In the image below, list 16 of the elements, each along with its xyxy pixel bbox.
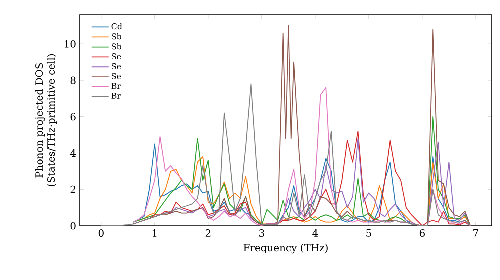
y-tick-label: 2 (70, 186, 76, 194)
x-tick-label: 1 (152, 230, 157, 237)
x-tick-label: 4 (312, 230, 318, 237)
x-tick-label: 7 (474, 230, 478, 237)
x-tick-label: 3 (260, 230, 264, 238)
y-tick-label: 8 (70, 76, 76, 84)
x-tick-label: 0 (98, 230, 104, 238)
y-tick-label: 6 (70, 113, 76, 121)
x-tick-label: 5 (366, 230, 372, 237)
y-axis-title: Phonon projected DOS (States/THz·primitive cell) (35, 54, 57, 186)
x-tick-label: 2 (206, 230, 211, 237)
x-tick-label: 6 (420, 230, 425, 238)
y-tick-label: 0 (70, 222, 76, 230)
x-axis-title: Frequency (THz) (244, 244, 328, 254)
y-tick-label: 10 (65, 40, 76, 48)
y-tick-label: 4 (70, 150, 76, 157)
